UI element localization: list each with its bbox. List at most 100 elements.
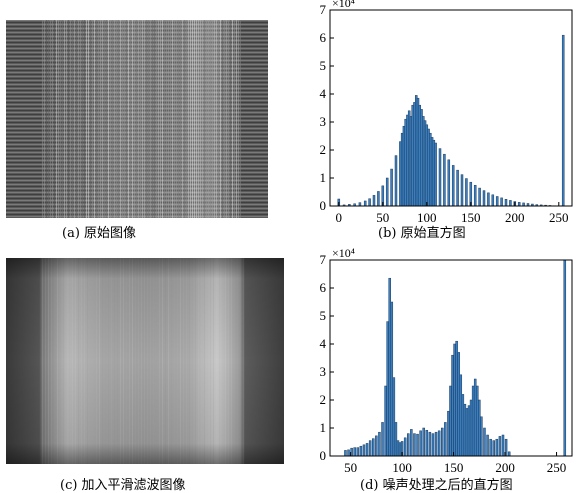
- histogram-bar: [391, 302, 393, 456]
- x-tick-label: 150: [444, 460, 464, 474]
- histogram-bar: [487, 435, 489, 456]
- histogram-bar: [369, 441, 371, 456]
- histogram-processed: 0 1 2 3 4 5 6 7 50 100 150 200 250 ×10⁴: [300, 244, 584, 474]
- histogram-bar: [443, 154, 445, 206]
- histogram-bar: [505, 199, 507, 206]
- histogram-bar: [375, 436, 377, 456]
- histogram-bar: [564, 260, 566, 456]
- histogram-bar: [391, 169, 393, 206]
- histogram-bar: [389, 278, 391, 456]
- histogram-bar: [460, 375, 462, 456]
- histogram-bar: [464, 404, 466, 456]
- histogram-bar: [395, 422, 397, 456]
- histogram-bar: [387, 322, 389, 456]
- histogram-bar: [444, 422, 446, 456]
- axes-frame: [330, 10, 572, 206]
- y-tick-label: 1: [320, 420, 327, 435]
- histogram-bar: [377, 191, 379, 206]
- histogram-bar: [476, 386, 478, 456]
- histogram-bar: [483, 428, 485, 456]
- histogram-bar: [432, 434, 434, 456]
- histogram-bar: [364, 201, 366, 206]
- histogram-bar: [399, 443, 401, 456]
- histogram-bar: [496, 439, 498, 456]
- y-tick-label: 2: [320, 142, 327, 157]
- histogram-bar: [472, 386, 474, 456]
- histogram-bar: [465, 179, 467, 206]
- histogram-bar: [417, 434, 419, 456]
- histogram-bar: [357, 448, 359, 456]
- y-tick-label: 6: [320, 30, 327, 45]
- histogram-bar: [369, 199, 371, 206]
- histogram-bar: [466, 408, 468, 456]
- histogram-bar: [454, 344, 456, 456]
- histogram-bar: [493, 441, 495, 456]
- histogram-bar: [457, 170, 459, 206]
- histogram-bar: [354, 448, 356, 456]
- y-tick-label: 2: [320, 392, 327, 407]
- histogram-bar: [435, 432, 437, 456]
- histogram-bar: [359, 203, 361, 206]
- histogram-bar: [348, 450, 350, 456]
- histogram-bar: [562, 35, 564, 206]
- histogram-bar: [508, 452, 510, 456]
- histogram-bar: [447, 411, 449, 456]
- x-tick-label: 250: [547, 460, 567, 474]
- histogram-bar: [499, 436, 501, 456]
- y-tick-label: 1: [320, 170, 327, 185]
- histogram-bar: [410, 429, 412, 456]
- histogram-bar: [456, 341, 458, 456]
- histogram-bar: [366, 443, 368, 456]
- histogram-bar: [378, 432, 380, 456]
- histogram-bar: [397, 441, 399, 456]
- histogram-bar: [496, 196, 498, 206]
- x-tick-label: 150: [461, 210, 481, 222]
- y-tick-label: 6: [320, 280, 327, 295]
- x-tick-label: 0: [336, 210, 343, 222]
- histogram-bar: [407, 434, 409, 456]
- histogram-bar: [429, 432, 431, 456]
- histogram-bar: [426, 430, 428, 456]
- histogram-bar: [373, 195, 375, 206]
- histogram-bar: [382, 422, 384, 456]
- caption-a: (a) 原始图像: [62, 222, 136, 241]
- histogram-bar: [470, 400, 472, 456]
- histogram-bar: [478, 400, 480, 456]
- x-tick-label: 50: [376, 210, 389, 222]
- caption-d: (d) 噪声处理之后的直方图: [360, 474, 513, 493]
- histogram-bar: [360, 446, 362, 456]
- histogram-bar: [458, 352, 460, 456]
- histogram-bar: [462, 394, 464, 456]
- histogram-bar: [386, 178, 388, 206]
- y-tick-label: 7: [320, 2, 327, 17]
- x-tick-label: 100: [392, 460, 412, 474]
- y-tick-label: 3: [320, 364, 327, 379]
- histogram-bar: [385, 386, 387, 456]
- y-tick-label: 7: [320, 252, 327, 267]
- histogram-bar: [518, 202, 520, 206]
- histogram-bar: [480, 417, 482, 456]
- y-multiplier-label: ×10⁴: [332, 246, 355, 260]
- x-tick-label: 200: [495, 460, 515, 474]
- histogram-bar: [479, 188, 481, 206]
- smoothed-image: [6, 258, 284, 464]
- histogram-bar: [413, 434, 415, 456]
- y-tick-label: 5: [320, 308, 327, 323]
- histogram-bar: [420, 431, 422, 456]
- histogram-bar: [439, 149, 441, 206]
- histogram-bar: [487, 193, 489, 206]
- y-tick-label: 4: [320, 336, 327, 351]
- histogram-bar: [435, 143, 437, 206]
- histogram-bar: [461, 175, 463, 206]
- histogram-bar: [502, 435, 504, 456]
- histogram-bar: [393, 378, 395, 456]
- x-tick-label: 100: [417, 210, 437, 222]
- histogram-bar: [452, 355, 454, 456]
- histogram-bar: [395, 156, 397, 206]
- histogram-bar: [474, 379, 476, 456]
- x-tick-label: 50: [344, 460, 357, 474]
- y-tick-label: 0: [320, 448, 327, 463]
- histogram-bar: [492, 195, 494, 206]
- original-image: [6, 20, 268, 218]
- histogram-bar: [344, 450, 346, 456]
